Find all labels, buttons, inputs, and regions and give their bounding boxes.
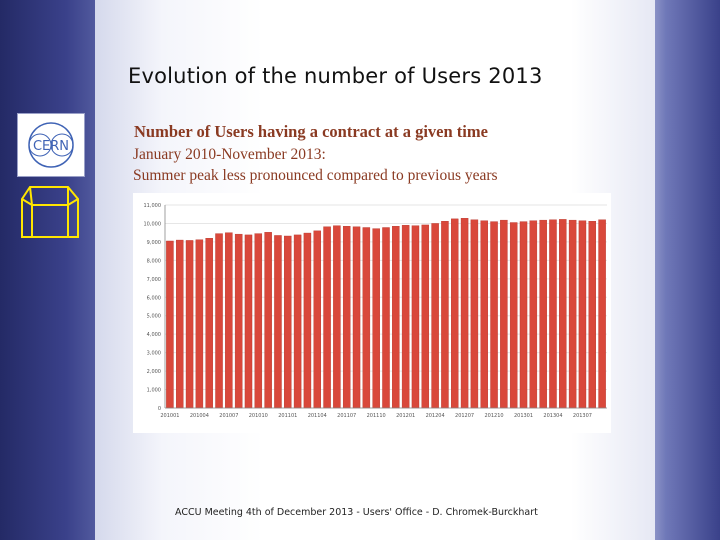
bar — [382, 227, 390, 409]
slide-title: Evolution of the number of Users 2013 — [128, 64, 543, 88]
bar — [313, 230, 321, 409]
bar — [284, 235, 292, 409]
bar — [509, 222, 518, 409]
bar — [244, 234, 253, 409]
y-tick-label: 1,000 — [147, 388, 161, 394]
y-tick-label: 3,000 — [147, 351, 161, 357]
bar — [185, 240, 194, 409]
chart-svg: 0 1,000 2,000 3,000 4,000 5,000 6,000 7,000 8,00… — [144, 203, 607, 419]
x-tick-label: 201201 — [396, 413, 415, 419]
bar — [234, 233, 243, 409]
x-tick-label: 201001 — [160, 413, 179, 419]
bar — [529, 220, 538, 409]
x-tick-label: 201204 — [426, 413, 445, 419]
summary-text: Summer peak less pronounced compared to … — [133, 167, 498, 184]
bar — [215, 233, 223, 409]
users-bar-chart: 0 1,000 2,000 3,000 4,000 5,000 6,000 7,000 8,00… — [133, 193, 611, 433]
bar — [352, 226, 361, 409]
x-tick-label: 201301 — [514, 413, 533, 419]
bar — [441, 221, 449, 409]
bar — [175, 239, 184, 409]
x-tick-label: 201101 — [278, 413, 297, 419]
bar — [411, 225, 420, 409]
bar — [205, 238, 213, 409]
bar — [588, 221, 597, 409]
bar — [372, 228, 380, 409]
bar — [431, 223, 439, 409]
bar — [470, 219, 479, 409]
y-tick-label: 9,000 — [147, 240, 161, 246]
y-tick-label: 5,000 — [147, 314, 161, 320]
bar — [392, 226, 400, 409]
bar — [225, 232, 233, 409]
bar — [264, 232, 272, 409]
bar — [333, 225, 341, 409]
logo-text: CERN — [33, 139, 69, 154]
bar — [303, 232, 312, 409]
bar — [254, 233, 263, 409]
bar — [293, 234, 302, 409]
x-tick-label: 201210 — [484, 413, 503, 419]
x-tick-label: 201104 — [308, 413, 327, 419]
bar — [480, 220, 488, 409]
bar — [421, 224, 430, 409]
bar — [166, 240, 174, 409]
slide-footer: ACCU Meeting 4th of December 2013 - User… — [175, 507, 538, 518]
bar — [274, 235, 282, 409]
period-text: January 2010-November 2013: — [133, 146, 326, 163]
y-tick-label: 2,000 — [147, 369, 161, 375]
y-tick-label: 11,000 — [144, 203, 162, 209]
x-tick-label: 201110 — [367, 413, 386, 419]
cern-logo-icon: CERN — [28, 122, 74, 168]
bar — [451, 218, 459, 409]
bar — [362, 227, 371, 409]
x-tick-label: 201307 — [573, 413, 592, 419]
x-tick-label: 201007 — [219, 413, 238, 419]
bar — [549, 219, 557, 409]
cern-logo: CERN — [17, 113, 85, 177]
bar — [598, 219, 606, 409]
bar — [490, 221, 498, 409]
x-tick-label: 201304 — [543, 413, 562, 419]
bar — [578, 220, 587, 409]
x-tick-label: 201207 — [455, 413, 474, 419]
bar — [342, 226, 351, 409]
y-tick-label: 7,000 — [147, 277, 161, 283]
bar — [500, 219, 508, 409]
bar — [559, 219, 567, 409]
bar — [519, 221, 528, 409]
x-tick-label: 201107 — [337, 413, 356, 419]
x-tick-label: 201004 — [190, 413, 209, 419]
bar — [460, 218, 469, 409]
bar — [539, 219, 547, 409]
bar — [323, 226, 331, 409]
y-tick-label: 10,000 — [144, 221, 162, 227]
bar — [195, 239, 204, 409]
y-tick-label: 4,000 — [147, 332, 161, 338]
chart-subtitle: Number of Users having a contract at a g… — [134, 122, 488, 141]
polyhedron-icon — [18, 185, 82, 240]
bar — [568, 219, 577, 409]
x-tick-label: 201010 — [249, 413, 268, 419]
y-tick-label: 6,000 — [147, 295, 161, 301]
y-tick-label: 0 — [158, 406, 161, 412]
background-left-panel — [0, 0, 110, 540]
y-tick-label: 8,000 — [147, 258, 161, 264]
bar — [401, 225, 410, 409]
